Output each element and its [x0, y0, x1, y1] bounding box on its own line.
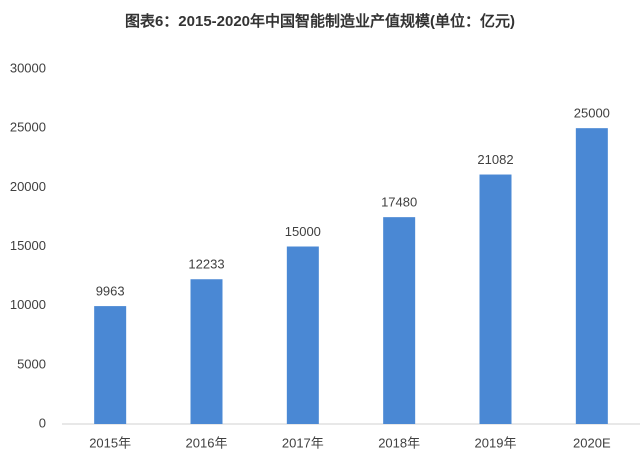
data-label: 12233 — [188, 257, 224, 272]
y-tick-label: 0 — [39, 415, 46, 430]
bar — [479, 174, 512, 424]
x-tick-label: 2019年 — [475, 435, 517, 450]
data-label: 17480 — [381, 195, 417, 210]
data-label: 25000 — [574, 106, 610, 121]
bar — [575, 128, 608, 424]
x-tick-label: 2017年 — [282, 435, 324, 450]
y-tick-label: 10000 — [10, 297, 46, 312]
data-label: 21082 — [477, 152, 513, 167]
y-tick-label: 5000 — [17, 356, 46, 371]
x-tick-label: 2018年 — [378, 435, 420, 450]
x-tick-label: 2016年 — [186, 435, 228, 450]
y-tick-label: 30000 — [10, 60, 46, 75]
bar — [190, 279, 223, 424]
y-tick-label: 25000 — [10, 120, 46, 135]
chart-title: 图表6：2015-2020年中国智能制造业产值规模(单位：亿元) — [125, 12, 515, 30]
bar — [286, 246, 319, 424]
y-tick-label: 15000 — [10, 238, 46, 253]
x-tick-label: 2015年 — [89, 435, 131, 450]
bar — [383, 217, 416, 424]
data-label: 9963 — [96, 284, 125, 299]
data-label: 15000 — [285, 224, 321, 239]
x-tick-label: 2020E — [573, 435, 611, 450]
y-tick-label: 20000 — [10, 179, 46, 194]
bar — [94, 306, 127, 424]
